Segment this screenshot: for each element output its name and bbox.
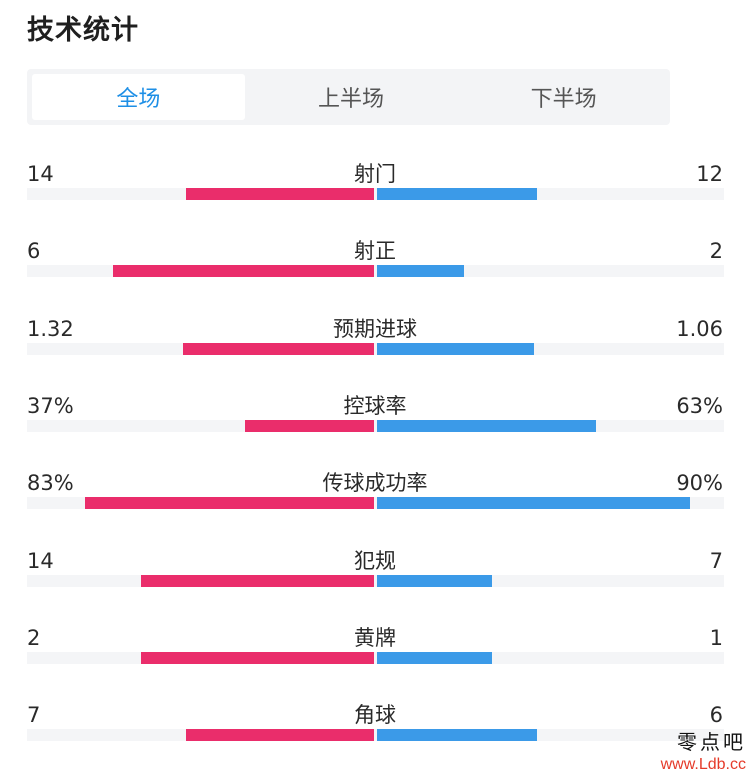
- away-bar: [377, 420, 596, 432]
- home-bar: [186, 188, 374, 200]
- home-bar: [141, 652, 374, 664]
- home-bar: [183, 343, 374, 355]
- stat-label: 犯规: [354, 549, 396, 573]
- home-bar: [141, 575, 374, 587]
- stat-home-value: 1.32: [27, 317, 74, 341]
- watermark-url: www.Ldb.cc: [660, 756, 746, 773]
- stat-row: 射门 14 12: [0, 160, 750, 230]
- watermark: 零点吧 www.Ldb.cc: [616, 730, 746, 778]
- stat-label: 射门: [354, 162, 396, 186]
- stat-home-value: 83%: [27, 471, 74, 495]
- stat-away-value: 2: [709, 239, 723, 263]
- away-bar: [377, 188, 537, 200]
- watermark-name: 零点吧: [677, 730, 746, 754]
- stat-away-value: 1.06: [676, 317, 723, 341]
- home-bar: [85, 497, 374, 509]
- away-bar: [377, 265, 464, 277]
- stat-bar-track: [27, 188, 724, 200]
- stat-label: 预期进球: [333, 317, 417, 341]
- stat-away-value: 6: [709, 703, 723, 727]
- stat-bar-track: [27, 575, 724, 587]
- stat-bar-track: [27, 497, 724, 509]
- home-bar: [186, 729, 374, 741]
- stat-away-value: 1: [709, 626, 723, 650]
- stat-bar-track: [27, 265, 724, 277]
- away-bar: [377, 575, 492, 587]
- home-bar: [245, 420, 374, 432]
- tab-second-half[interactable]: 下半场: [530, 87, 597, 112]
- stat-label: 黄牌: [354, 626, 396, 650]
- stat-row: 传球成功率 83% 90%: [0, 469, 750, 539]
- stat-row: 犯规 14 7: [0, 547, 750, 617]
- stat-home-value: 6: [27, 239, 41, 263]
- stat-row: 角球 7 6: [0, 701, 750, 771]
- stat-bar-track: [27, 420, 724, 432]
- stat-away-value: 90%: [676, 471, 723, 495]
- stat-label: 传球成功率: [322, 471, 428, 495]
- away-bar: [377, 652, 492, 664]
- home-bar: [113, 265, 374, 277]
- period-tabs: 全场 上半场 下半场: [27, 69, 670, 125]
- tab-full-match[interactable]: 全场: [32, 74, 245, 120]
- stat-label: 控球率: [343, 394, 407, 418]
- stat-home-value: 14: [27, 162, 54, 186]
- stat-label: 角球: [354, 703, 396, 727]
- stat-row: 控球率 37% 63%: [0, 392, 750, 462]
- away-bar: [377, 729, 537, 741]
- away-bar: [377, 497, 690, 509]
- stat-away-value: 12: [696, 162, 723, 186]
- page-title: 技术统计: [27, 15, 139, 46]
- stat-home-value: 14: [27, 549, 54, 573]
- stat-bar-track: [27, 652, 724, 664]
- stat-home-value: 2: [27, 626, 41, 650]
- stat-home-value: 7: [27, 703, 41, 727]
- tab-first-half[interactable]: 上半场: [318, 87, 385, 112]
- stat-bar-track: [27, 729, 724, 741]
- away-bar: [377, 343, 534, 355]
- stat-away-value: 63%: [676, 394, 723, 418]
- stat-row: 黄牌 2 1: [0, 624, 750, 694]
- stat-home-value: 37%: [27, 394, 74, 418]
- stat-away-value: 7: [709, 549, 723, 573]
- stat-bar-track: [27, 343, 724, 355]
- stat-row: 射正 6 2: [0, 237, 750, 307]
- stat-row: 预期进球 1.32 1.06: [0, 315, 750, 385]
- stat-label: 射正: [354, 239, 396, 263]
